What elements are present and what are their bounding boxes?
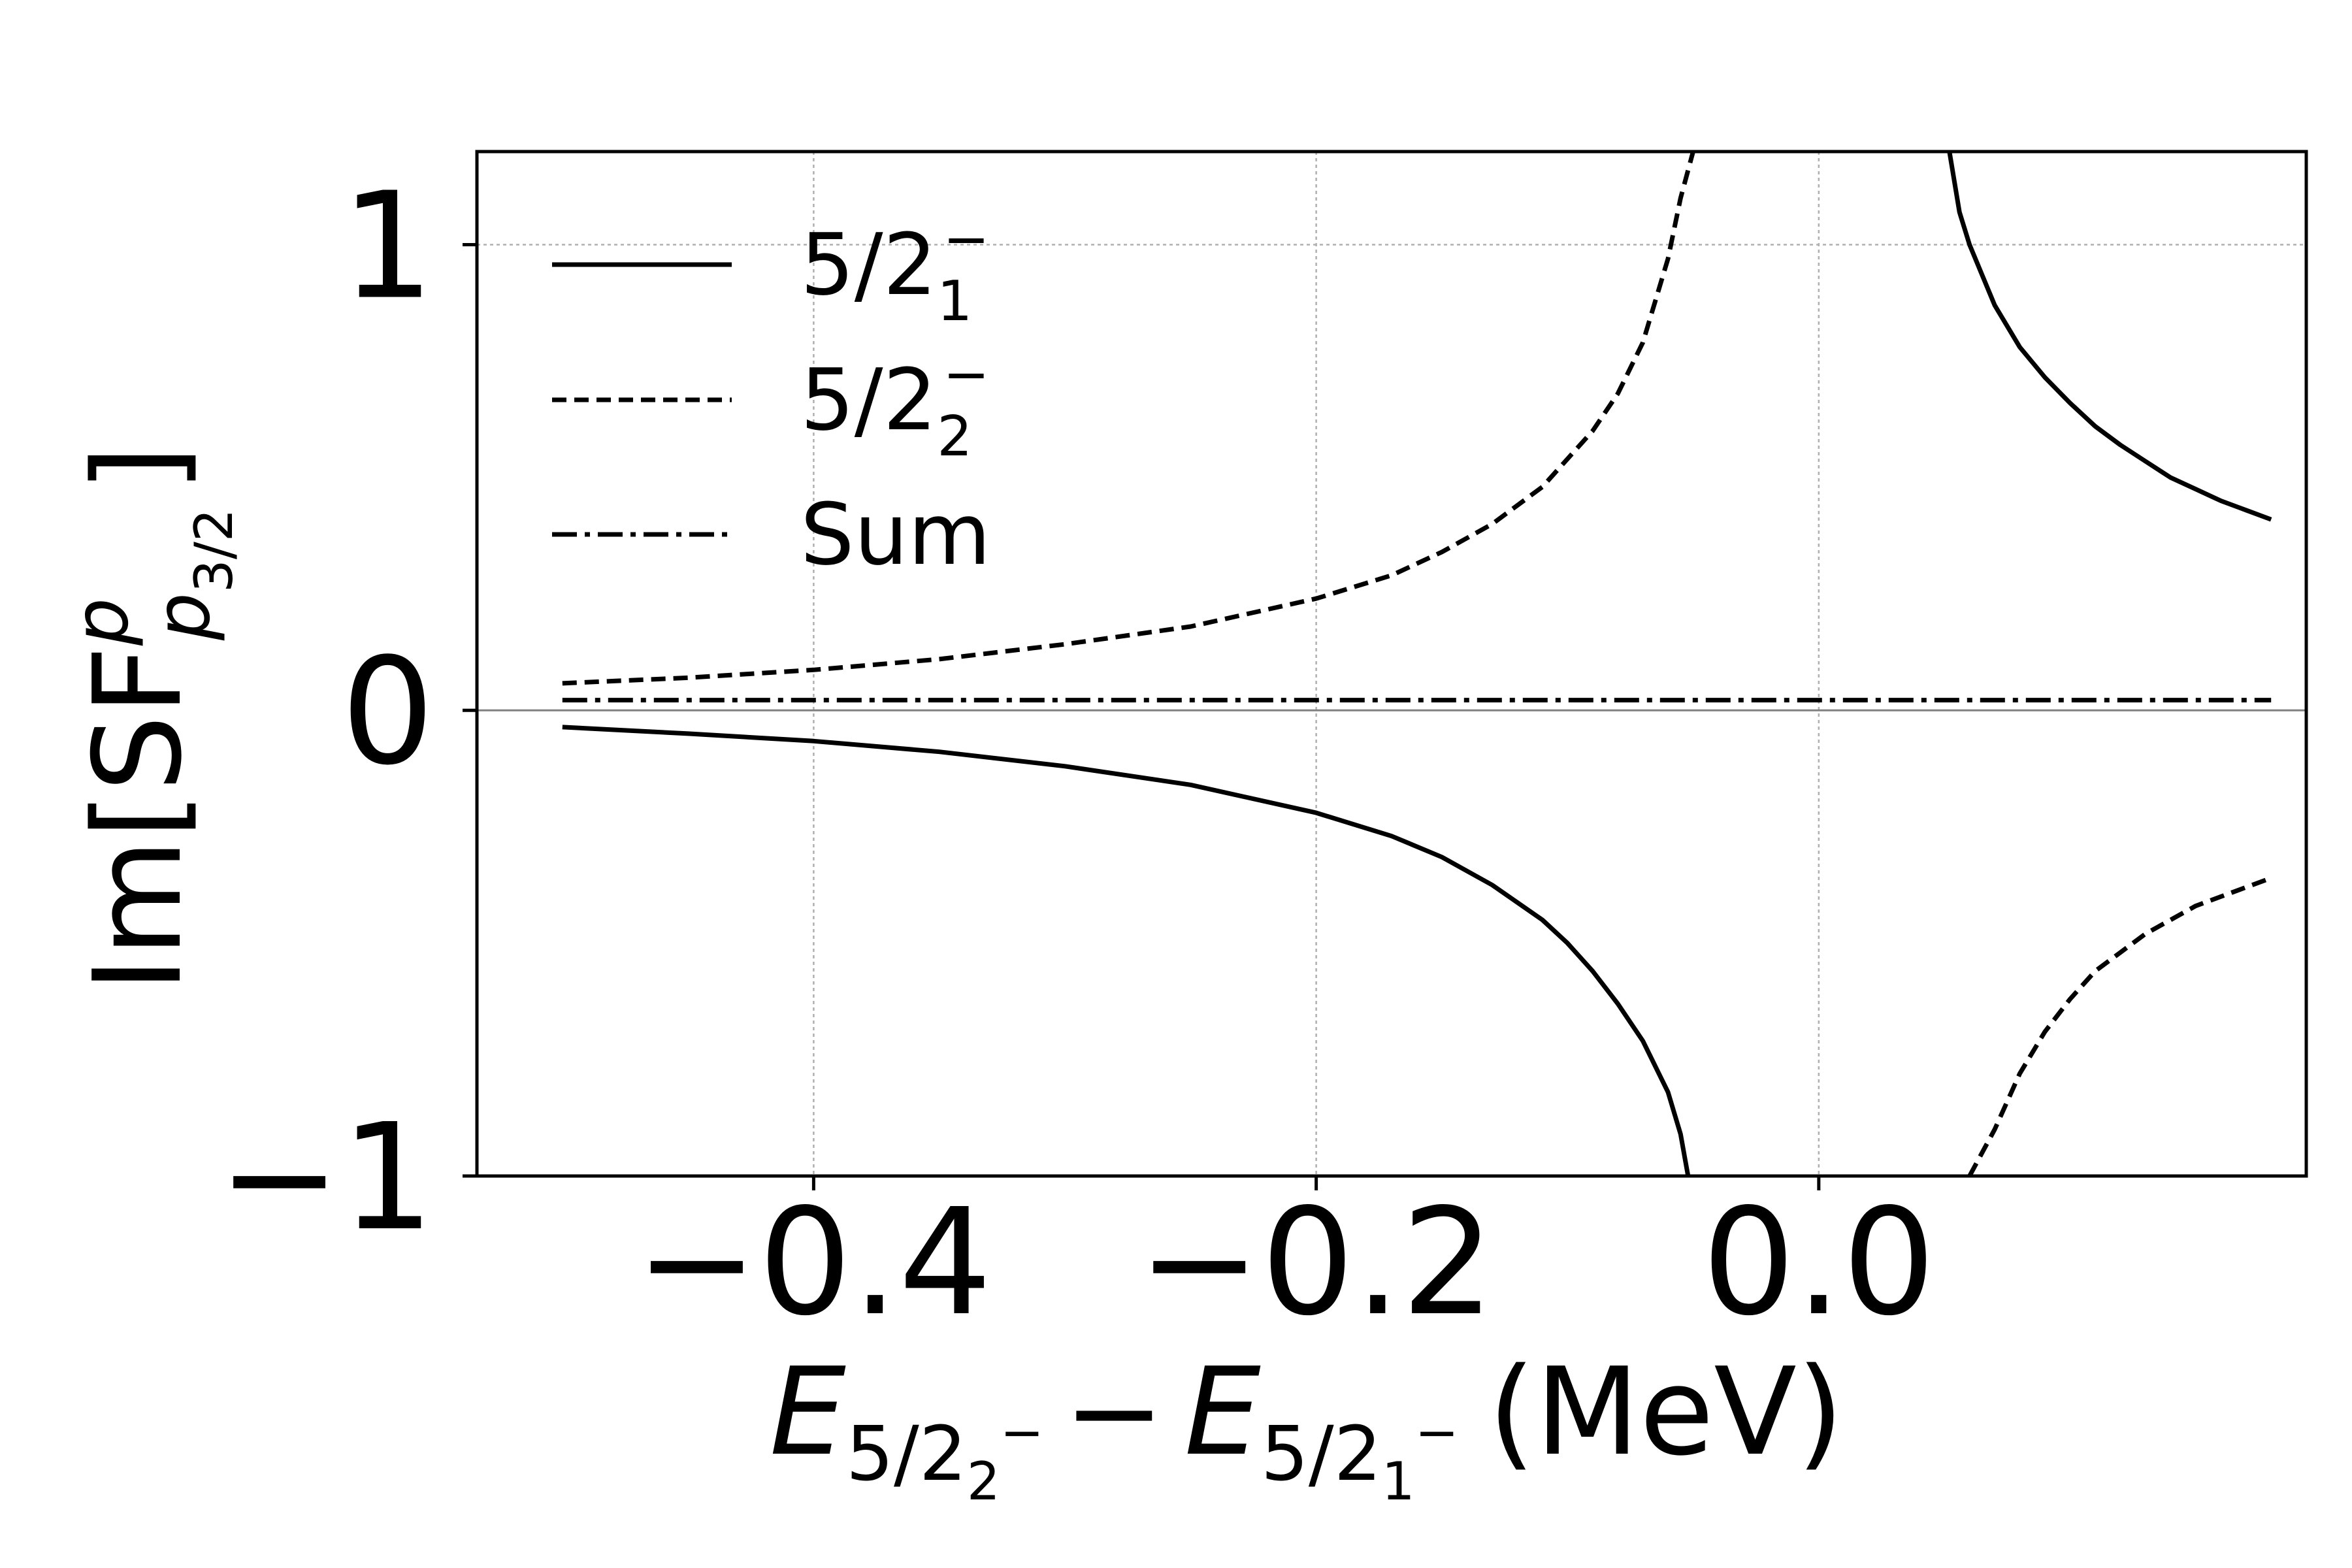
grid-lines (477, 152, 2306, 1176)
legend-label-0: 5/21− (800, 207, 990, 334)
legend-label-1: 5/22− (800, 342, 990, 469)
y-tick-label-0: −1 (218, 1092, 434, 1264)
y-label-sub-sub: 3/2 (184, 508, 244, 593)
axis-ticks: −0.4 −0.2 0.0 −1 0 1 (218, 161, 1935, 1348)
legend-label-2: Sum (800, 485, 991, 584)
y-label-post: ] (67, 445, 208, 492)
series-0-solid-segment-1 (1947, 152, 2272, 522)
series-0-solid-segment-0 (562, 725, 1691, 1176)
y-axis-label: Im[SFpp3/2] (58, 445, 244, 992)
x-label-e1: E (770, 1341, 846, 1482)
x-tick-label-2: 0.0 (1702, 1177, 1936, 1348)
legend: 5/21−5/22− Sum (552, 207, 991, 584)
x-label-sub2-sup: − (1415, 1402, 1459, 1463)
x-label-sub2-sub: 1 (1382, 1451, 1415, 1512)
x-label-sub2: 5/2 (1261, 1411, 1382, 1498)
x-axis-label: E5/22− − E5/21− (MeV) (770, 1341, 1844, 1512)
x-label-e2: E (1184, 1341, 1261, 1482)
x-label-sub1-sup: − (1000, 1402, 1044, 1463)
y-label-pre: Im[SF (67, 645, 208, 992)
y-tick-label-1: 0 (341, 627, 434, 798)
x-tick-label-1: −0.2 (1137, 1177, 1494, 1348)
y-label-sup: p (58, 598, 146, 646)
x-label-sub1-sub: 2 (967, 1451, 1000, 1512)
series-1-dashed-segment-0 (562, 152, 1695, 686)
x-label-minus: − (1064, 1341, 1165, 1482)
y-label-sub: p (140, 593, 227, 641)
y-tick-label-2: 1 (341, 161, 434, 333)
x-label-sub1: 5/2 (846, 1411, 967, 1498)
x-label-unit: (MeV) (1488, 1341, 1844, 1482)
series-1-dashed-segment-1 (1967, 875, 2272, 1176)
plot-frame (475, 150, 2308, 1178)
series-lines (562, 152, 2272, 1176)
x-tick-label-0: −0.4 (635, 1177, 992, 1348)
